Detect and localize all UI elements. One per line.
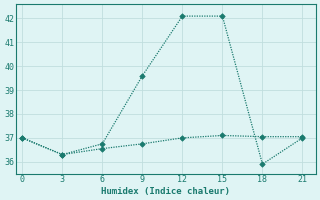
X-axis label: Humidex (Indice chaleur): Humidex (Indice chaleur) bbox=[101, 187, 230, 196]
